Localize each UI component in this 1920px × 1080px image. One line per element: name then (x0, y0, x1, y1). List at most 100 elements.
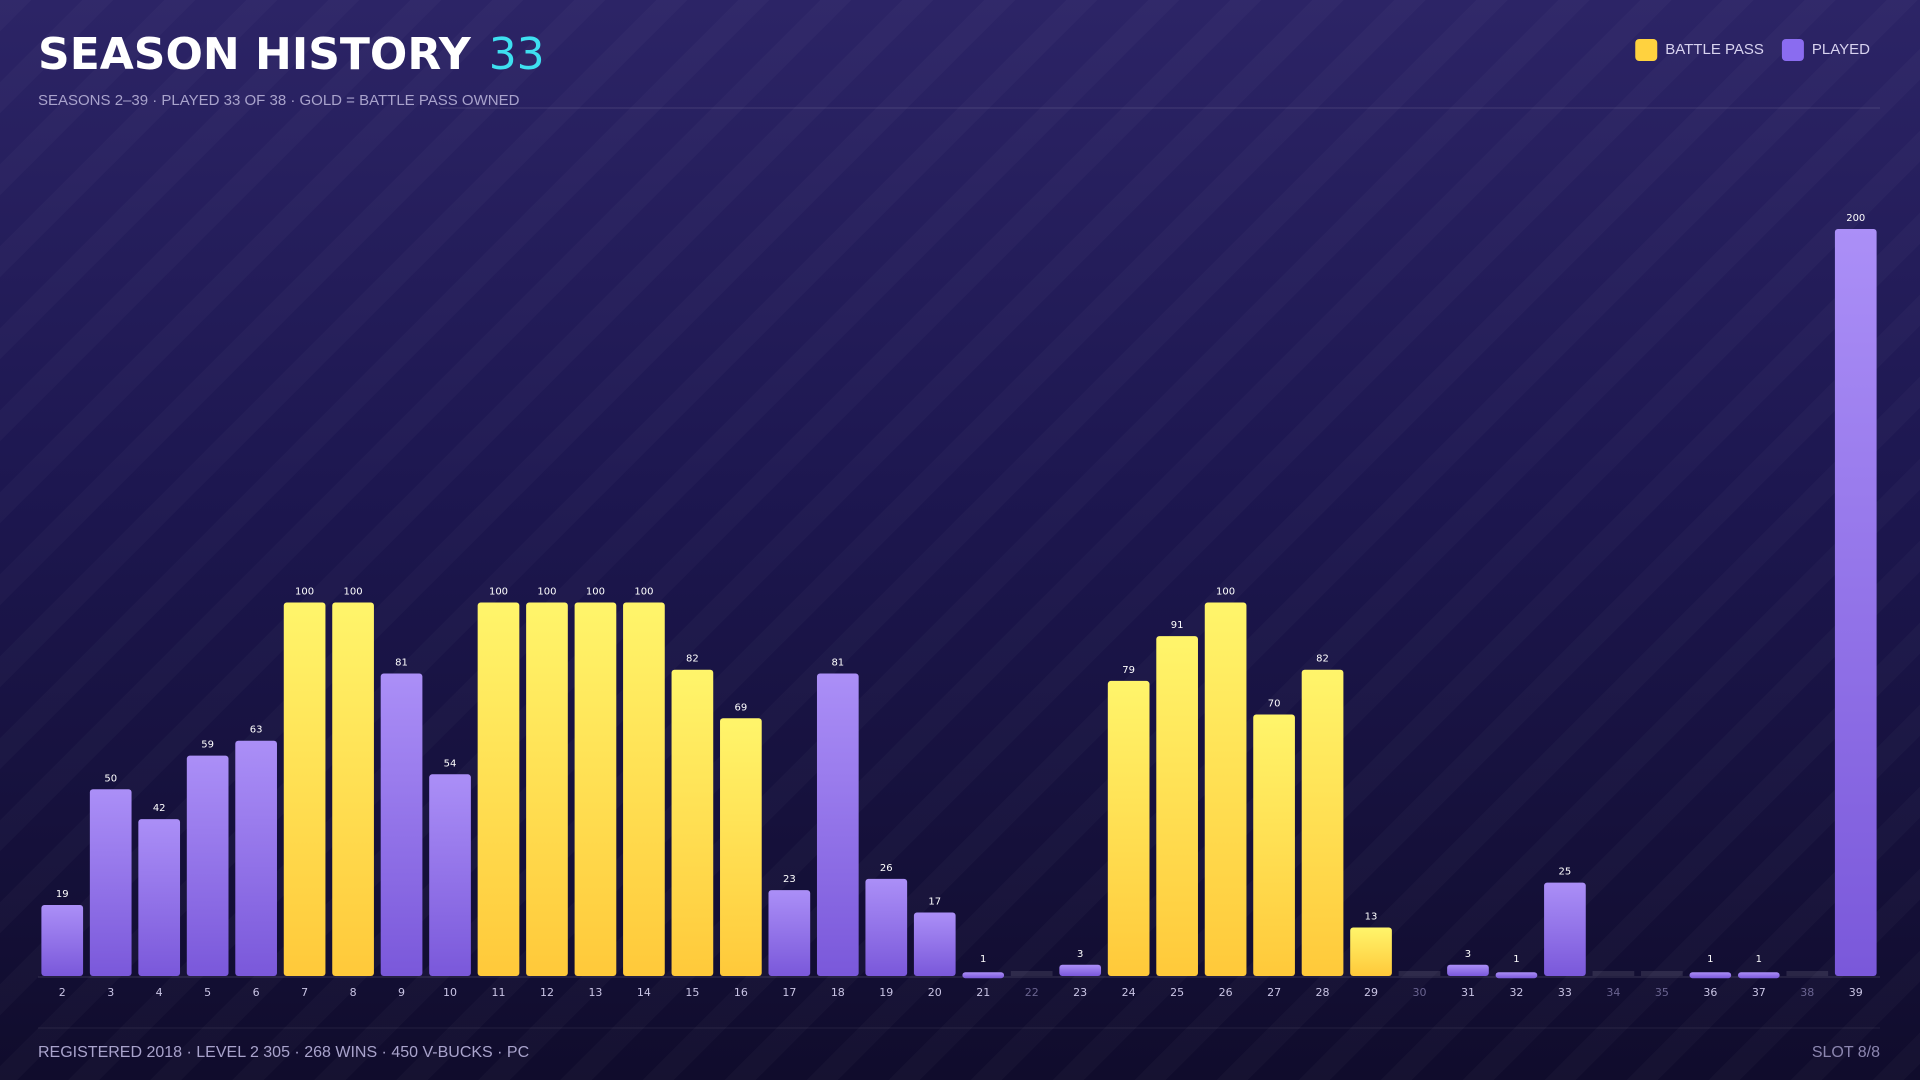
bar (332, 602, 374, 976)
x-tick-label: 14 (637, 986, 651, 999)
value-label: 13 (1365, 911, 1378, 922)
bar (283, 602, 326, 976)
x-tick-label: 10 (443, 986, 457, 999)
bar (1495, 972, 1538, 979)
x-tick-label: 3 (107, 986, 114, 999)
x-tick-label: 18 (831, 986, 845, 999)
x-tick-label: 4 (156, 986, 163, 999)
value-label: 1 (980, 954, 986, 965)
empty-slot (1592, 971, 1635, 976)
x-tick-label: 20 (928, 986, 942, 999)
x-tick-label: 13 (588, 986, 602, 999)
value-label: 63 (250, 725, 263, 736)
bar (429, 774, 471, 976)
bar (1301, 669, 1344, 976)
bar (41, 905, 84, 976)
value-label: 200 (1846, 213, 1865, 224)
value-label: 100 (489, 587, 508, 598)
value-label: 81 (831, 657, 844, 668)
x-tick-label: 32 (1509, 986, 1523, 999)
value-label: 81 (395, 657, 408, 668)
value-label: 26 (880, 863, 893, 874)
x-tick-label: 5 (204, 986, 211, 999)
value-label: 1 (1513, 954, 1519, 965)
bar (574, 602, 617, 976)
x-tick-label: 19 (879, 986, 893, 999)
value-label: 50 (104, 773, 117, 784)
x-tick-label: 37 (1752, 986, 1766, 999)
x-tick-label: 29 (1364, 986, 1378, 999)
x-tick-label: 28 (1316, 986, 1330, 999)
value-label: 100 (586, 587, 605, 598)
x-tick-label: 27 (1267, 986, 1281, 999)
empty-slot (1398, 971, 1441, 976)
value-label: 1 (1756, 954, 1762, 965)
footer-stats: REGISTERED 2018 · LEVEL 2 305 · 268 WINS… (38, 1044, 529, 1061)
x-tick-label: 11 (492, 986, 506, 999)
legend-swatch (1635, 39, 1658, 61)
bar (1544, 882, 1586, 976)
bar (720, 718, 762, 976)
bar (138, 819, 181, 976)
legend-swatch (1781, 39, 1804, 61)
empty-slot (1786, 971, 1829, 976)
x-tick-label: 8 (350, 986, 357, 999)
bar (1253, 714, 1295, 976)
value-label: 70 (1268, 699, 1281, 710)
empty-slot (1641, 971, 1683, 976)
bar (1689, 972, 1732, 979)
bar (235, 740, 277, 976)
x-tick-label: 26 (1219, 986, 1233, 999)
x-tick-label: 12 (540, 986, 554, 999)
x-tick-label: 31 (1461, 986, 1475, 999)
value-label: 69 (735, 702, 748, 713)
bar (865, 878, 908, 976)
empty-slot (1010, 971, 1053, 976)
x-tick-label: 39 (1849, 986, 1863, 999)
bar (913, 912, 956, 976)
value-label: 79 (1122, 665, 1135, 676)
bar (1350, 927, 1392, 976)
value-label: 100 (634, 587, 653, 598)
bar (186, 755, 229, 976)
x-tick-label: 17 (782, 986, 796, 999)
value-label: 3 (1465, 949, 1471, 960)
value-label: 100 (537, 587, 556, 598)
title: SEASON HISTORY (38, 29, 472, 80)
value-label: 17 (928, 897, 941, 908)
title-count: 33 (489, 29, 545, 80)
x-tick-label: 6 (253, 986, 260, 999)
bar (1447, 964, 1489, 976)
x-tick-label: 38 (1800, 986, 1814, 999)
value-label: 82 (686, 654, 699, 665)
bar (816, 673, 859, 976)
x-tick-label: 9 (398, 986, 405, 999)
x-tick-label: 15 (685, 986, 699, 999)
value-label: 25 (1559, 867, 1572, 878)
x-tick-label: 30 (1413, 986, 1427, 999)
value-label: 54 (444, 758, 457, 769)
bar (1059, 964, 1102, 976)
x-tick-label: 33 (1558, 986, 1572, 999)
value-label: 23 (783, 874, 796, 885)
x-tick-label: 16 (734, 986, 748, 999)
legend-label: BATTLE PASS (1665, 41, 1764, 58)
value-label: 59 (201, 740, 214, 751)
footer-slot: SLOT 8/8 (1812, 1044, 1880, 1061)
x-tick-label: 36 (1703, 986, 1717, 999)
value-label: 1 (1707, 954, 1713, 965)
x-tick-label: 34 (1606, 986, 1620, 999)
value-label: 100 (1216, 587, 1235, 598)
legend-label: PLAYED (1812, 41, 1870, 58)
bar (89, 789, 132, 976)
value-label: 91 (1171, 620, 1184, 631)
value-label: 100 (344, 587, 363, 598)
value-label: 3 (1077, 949, 1083, 960)
x-tick-label: 21 (976, 986, 990, 999)
subtitle: SEASONS 2–39 · PLAYED 33 OF 38 · GOLD = … (38, 92, 520, 109)
bar (477, 602, 520, 976)
bar (768, 890, 811, 976)
bar (1834, 229, 1877, 976)
